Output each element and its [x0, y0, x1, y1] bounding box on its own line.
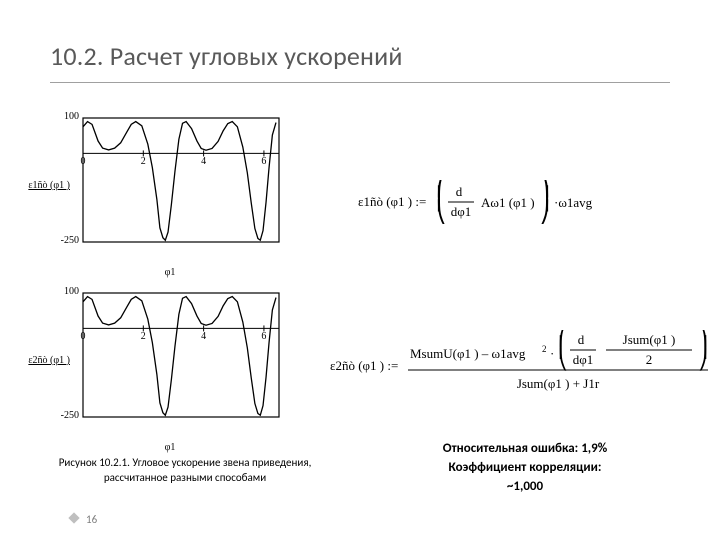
chart-2-plot: [55, 285, 285, 435]
page-marker-icon: [68, 512, 79, 523]
svg-text:d: d: [578, 332, 585, 347]
figure-caption: Рисунок 10.2.1. Угловое ускорение звена …: [40, 455, 330, 486]
chart-2-xlabel: φ1: [165, 442, 176, 453]
svg-text:·ω1avg: ·ω1avg: [554, 195, 593, 210]
svg-text:Jsum(φ1 ) + J1r: Jsum(φ1 ) + J1r: [517, 376, 600, 391]
formula-1-lhs: ε1ñò (φ1 ) :=: [358, 194, 426, 210]
formula-2: ε2ñò (φ1 ) := MsumU(φ1 ) – ω1avg 2 · ⎛ ⎝…: [330, 330, 710, 402]
svg-text:⎟: ⎟: [698, 335, 708, 360]
chart-1: ε1ñò (φ1 ) φ1 -2501000246: [55, 110, 285, 260]
svg-text:MsumU(φ1 ) – ω1avg: MsumU(φ1 ) – ω1avg: [410, 346, 526, 361]
svg-text:⎜: ⎜: [436, 185, 447, 212]
formula-2-rhs: MsumU(φ1 ) – ω1avg 2 · ⎛ ⎝ ⎜ ⎞ ⎠ ⎟ d dφ1…: [408, 330, 708, 402]
chart-2-ylabel: ε2ñò (φ1 ): [20, 355, 70, 366]
svg-text:·: ·: [550, 346, 554, 361]
title-rule: [50, 82, 670, 83]
chart-1-ylabel: ε1ñò (φ1 ): [20, 180, 70, 191]
formula-1: ε1ñò (φ1 ) := ⎛ ⎝ ⎜ ⎞ ⎠ ⎟ d dφ1 Aω1 (φ1 …: [358, 180, 688, 224]
svg-text:⎜: ⎜: [558, 335, 568, 360]
svg-text:dφ1: dφ1: [573, 352, 594, 367]
svg-text:2: 2: [542, 344, 547, 354]
stats-error: Относительная ошибка: 1,9%: [380, 440, 670, 459]
slide-title: 10.2. Расчет угловых ускорений: [50, 40, 403, 72]
svg-text:2: 2: [646, 352, 653, 367]
svg-text:Aω1 (φ1 ): Aω1 (φ1 ): [481, 195, 535, 210]
stats-block: Относительная ошибка: 1,9% Коэффициент к…: [380, 440, 670, 497]
svg-text:dφ1: dφ1: [451, 204, 472, 219]
stats-corr-value: ~1,000: [380, 478, 670, 497]
svg-text:d: d: [456, 184, 463, 199]
stats-corr-label: Коэффициент корреляции:: [380, 459, 670, 478]
svg-text:⎟: ⎟: [539, 185, 550, 212]
slide: 10.2. Расчет угловых ускорений ε1ñò (φ1 …: [0, 0, 720, 540]
page-number-value: 16: [86, 513, 97, 526]
chart-2: ε2ñò (φ1 ) φ1 -2501000246: [55, 285, 285, 435]
formula-1-rhs: ⎛ ⎝ ⎜ ⎞ ⎠ ⎟ d dφ1 Aω1 (φ1 ) ·ω1avg: [436, 180, 611, 224]
chart-1-plot: [55, 110, 285, 260]
formula-2-lhs: ε2ñò (φ1 ) :=: [330, 358, 398, 374]
svg-text:Jsum(φ1 ): Jsum(φ1 ): [623, 332, 676, 347]
page-number: 16: [70, 513, 97, 526]
chart-1-xlabel: φ1: [165, 267, 176, 278]
